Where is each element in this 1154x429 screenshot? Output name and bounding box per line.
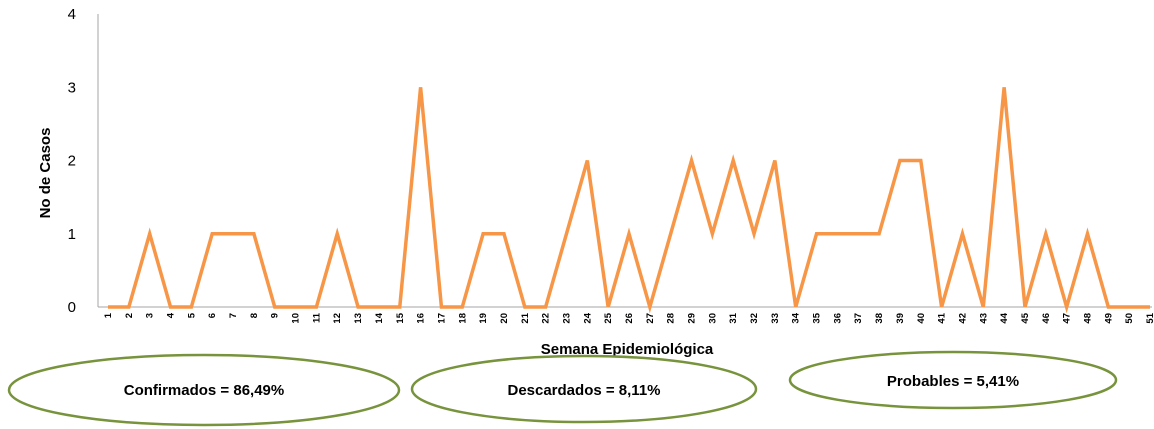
x-tick-label: 4 (166, 312, 177, 318)
x-tick-label: 28 (666, 313, 677, 324)
x-tick-label: 25 (603, 312, 614, 323)
descardados-annotation: Descardados = 8,11% (507, 382, 660, 399)
x-tick-label: 12 (332, 313, 343, 324)
x-tick-label: 37 (853, 313, 864, 324)
confirmados-ellipse (7, 353, 401, 427)
x-tick-label: 10 (291, 313, 302, 324)
y-tick-label: 2 (68, 153, 76, 170)
series-line (108, 87, 1150, 314)
x-tick-label: 35 (812, 312, 823, 323)
x-tick-label: 39 (895, 313, 906, 324)
x-tick-label: 31 (728, 312, 739, 323)
y-tick-label: 3 (68, 79, 76, 96)
x-tick-label: 9 (270, 313, 281, 318)
probables-annotation: Probables = 5,41% (887, 373, 1019, 390)
x-tick-labels: 1 2 3 4 5 6 7 8 9 10 11 12 13 14 15 16 17 18 19 20 21 22 23 24 2… (103, 312, 1154, 323)
x-tick-label: 33 (770, 313, 781, 324)
y-tick-label: 0 (68, 299, 76, 316)
x-tick-label: 34 (791, 312, 802, 323)
y-tick-label: 1 (68, 226, 76, 243)
x-tick-label: 32 (749, 313, 760, 324)
x-tick-label: 1 (103, 312, 114, 318)
x-tick-label: 51 (1145, 312, 1154, 323)
x-tick-label: 7 (228, 313, 239, 318)
x-tick-label: 41 (937, 312, 948, 323)
x-tick-label: 8 (249, 313, 260, 318)
x-tick-label: 17 (436, 313, 447, 324)
x-tick-label: 5 (186, 312, 197, 318)
x-tick-label: 23 (561, 313, 572, 324)
x-tick-label: 47 (1062, 313, 1073, 324)
x-tick-label: 2 (124, 313, 135, 318)
x-tick-label: 24 (582, 312, 593, 323)
x-tick-label: 27 (645, 313, 656, 324)
x-tick-label: 46 (1041, 313, 1052, 324)
x-tick-label: 40 (916, 313, 927, 324)
x-tick-label: 15 (395, 312, 406, 323)
x-tick-label: 19 (478, 313, 489, 324)
series-group (108, 87, 1150, 314)
x-tick-label: 20 (499, 313, 510, 324)
confirmados-annotation: Confirmados = 86,49% (124, 382, 284, 399)
probables-ellipse (788, 350, 1118, 410)
y-tick-labels: 0 1 2 3 4 (68, 6, 76, 316)
x-tick-label: 11 (311, 312, 322, 323)
x-tick-label: 18 (457, 313, 468, 324)
x-tick-label: 43 (978, 313, 989, 324)
x-tick-label: 29 (687, 313, 698, 324)
x-tick-label: 22 (541, 313, 552, 324)
y-tick-label: 4 (68, 6, 76, 23)
x-tick-label: 49 (1103, 313, 1114, 324)
y-axis-label: No de Casos (37, 128, 54, 219)
x-tick-label: 6 (207, 313, 218, 318)
x-tick-label: 36 (832, 313, 843, 324)
x-tick-label: 13 (353, 313, 364, 324)
x-tick-label: 38 (874, 313, 885, 324)
x-tick-label: 14 (374, 312, 385, 323)
x-tick-label: 21 (520, 312, 531, 323)
x-axis-label: Semana Epidemiológica (541, 341, 714, 358)
x-tick-label: 45 (1020, 312, 1031, 323)
x-tick-label: 26 (624, 313, 635, 324)
x-tick-label: 30 (707, 313, 718, 324)
x-tick-label: 42 (957, 313, 968, 324)
x-tick-label: 3 (145, 313, 156, 318)
x-tick-label: 16 (416, 313, 427, 324)
descardados-ellipse (410, 354, 758, 424)
x-tick-label: 50 (1124, 313, 1135, 324)
x-tick-label: 44 (999, 312, 1010, 323)
x-tick-label: 48 (1082, 313, 1093, 324)
